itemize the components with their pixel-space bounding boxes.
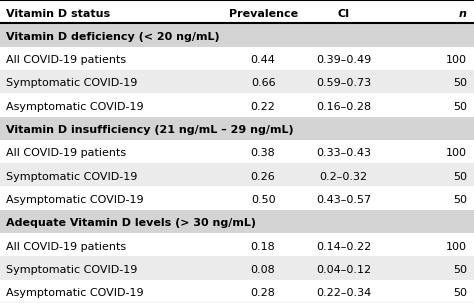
Text: 0.66: 0.66 (251, 78, 275, 88)
Bar (0, 140, 474, 163)
Text: Symptomatic COVID-19: Symptomatic COVID-19 (6, 265, 137, 275)
Text: 0.22: 0.22 (251, 102, 275, 112)
Text: Asymptomatic COVID-19: Asymptomatic COVID-19 (6, 288, 143, 298)
Text: 0.50: 0.50 (251, 195, 275, 205)
Text: Asymptomatic COVID-19: Asymptomatic COVID-19 (6, 102, 143, 112)
Text: 0.28: 0.28 (251, 288, 275, 298)
Text: 0.14–0.22: 0.14–0.22 (316, 241, 371, 251)
Text: 0.04–0.12: 0.04–0.12 (316, 265, 371, 275)
Text: 0.33–0.43: 0.33–0.43 (316, 148, 371, 158)
Text: 50: 50 (453, 265, 467, 275)
Bar (0, 186, 474, 210)
Text: 50: 50 (453, 288, 467, 298)
Text: 100: 100 (446, 148, 467, 158)
Text: All COVID-19 patients: All COVID-19 patients (6, 55, 126, 65)
Text: CI: CI (337, 8, 350, 18)
Text: All COVID-19 patients: All COVID-19 patients (6, 241, 126, 251)
Text: n: n (459, 8, 467, 18)
Text: 100: 100 (446, 241, 467, 251)
Text: 0.59–0.73: 0.59–0.73 (316, 78, 371, 88)
Text: Symptomatic COVID-19: Symptomatic COVID-19 (6, 172, 137, 182)
Text: 0.43–0.57: 0.43–0.57 (316, 195, 371, 205)
Text: 0.08: 0.08 (251, 265, 275, 275)
Bar (0, 47, 474, 70)
Text: 0.26: 0.26 (251, 172, 275, 182)
Text: Asymptomatic COVID-19: Asymptomatic COVID-19 (6, 195, 143, 205)
Text: 0.18: 0.18 (251, 241, 275, 251)
Text: Symptomatic COVID-19: Symptomatic COVID-19 (6, 78, 137, 88)
Text: 0.22–0.34: 0.22–0.34 (316, 288, 371, 298)
Bar (0, 280, 474, 303)
Text: 50: 50 (453, 78, 467, 88)
Text: 0.16–0.28: 0.16–0.28 (316, 102, 371, 112)
Bar (0, 117, 474, 140)
Text: 50: 50 (453, 102, 467, 112)
Bar (0, 210, 474, 233)
Bar (0, 93, 474, 117)
Text: 50: 50 (453, 172, 467, 182)
Bar (0, 233, 474, 256)
Bar (0, 0, 474, 23)
Text: Vitamin D status: Vitamin D status (6, 8, 110, 18)
Bar (0, 163, 474, 186)
Text: Vitamin D insufficiency (21 ng/mL – 29 ng/mL): Vitamin D insufficiency (21 ng/mL – 29 n… (6, 125, 293, 135)
Bar (0, 70, 474, 93)
Bar (0, 23, 474, 47)
Text: Vitamin D deficiency (< 20 ng/mL): Vitamin D deficiency (< 20 ng/mL) (6, 32, 219, 42)
Bar (0, 256, 474, 280)
Text: 0.39–0.49: 0.39–0.49 (316, 55, 371, 65)
Text: All COVID-19 patients: All COVID-19 patients (6, 148, 126, 158)
Text: Adequate Vitamin D levels (> 30 ng/mL): Adequate Vitamin D levels (> 30 ng/mL) (6, 218, 255, 228)
Text: 50: 50 (453, 195, 467, 205)
Text: 0.38: 0.38 (251, 148, 275, 158)
Text: 100: 100 (446, 55, 467, 65)
Text: 0.2–0.32: 0.2–0.32 (319, 172, 368, 182)
Text: 0.44: 0.44 (251, 55, 275, 65)
Text: Prevalence: Prevalence (228, 8, 298, 18)
